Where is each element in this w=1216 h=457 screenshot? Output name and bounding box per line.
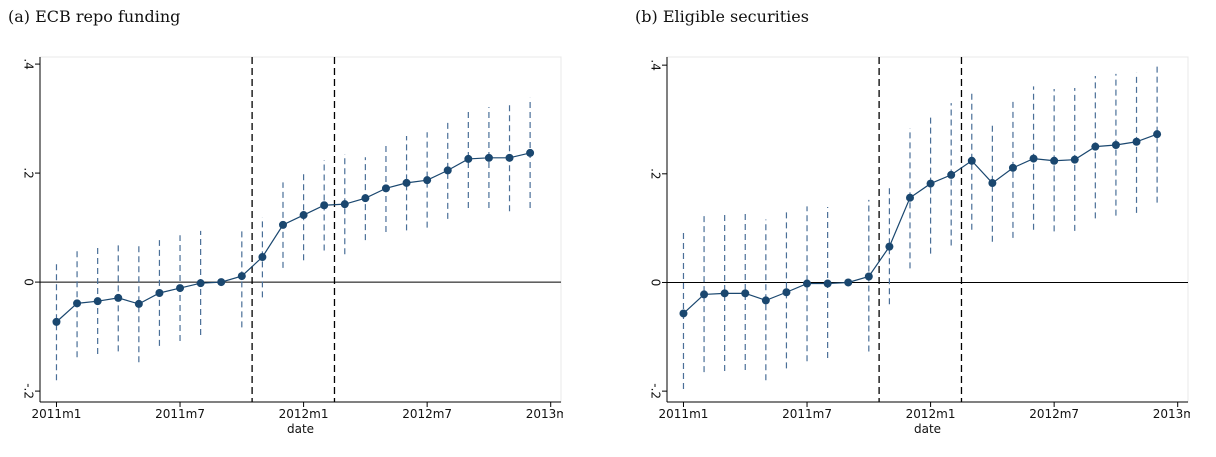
point (1008, 163, 1017, 172)
x-tick-label: 2012m7 (1029, 407, 1079, 421)
point (1132, 137, 1141, 146)
x-tick-label: 2011m1 (32, 407, 82, 421)
x-tick-label: 2012m7 (402, 407, 452, 421)
point (134, 299, 143, 308)
x-tick-label: 2013m1 (526, 407, 576, 421)
point (1111, 141, 1120, 150)
point (381, 184, 390, 193)
point (741, 289, 750, 298)
point (803, 279, 812, 288)
point (299, 211, 308, 220)
point (1153, 130, 1162, 139)
point (885, 242, 894, 251)
y-tick-label: 0 (649, 279, 663, 287)
x-tick-label: 2011m7 (155, 407, 205, 421)
point (505, 153, 514, 162)
x-axis-label: date (914, 422, 941, 436)
panel-title: (a) ECB repo funding (8, 7, 180, 26)
point (484, 153, 493, 162)
point (526, 148, 535, 157)
point (423, 176, 432, 185)
point (320, 201, 329, 210)
panel-title: (b) Eligible securities (635, 7, 809, 26)
point (1091, 142, 1100, 151)
point (947, 170, 956, 179)
point (114, 293, 123, 302)
point (73, 299, 82, 308)
point (361, 194, 370, 203)
point (278, 220, 287, 229)
point (782, 288, 791, 297)
point (176, 284, 185, 293)
panel: (a) ECB repo funding -.2 0 .2 .4 2011m1 2011m7… (8, 7, 576, 436)
point (926, 179, 935, 188)
y-tick-label: -.2 (649, 383, 663, 399)
point (196, 279, 205, 288)
point (1050, 156, 1059, 165)
point (402, 178, 411, 187)
point (52, 317, 61, 326)
point (761, 296, 770, 305)
x-tick-label: 2011m7 (782, 407, 832, 421)
point (679, 309, 688, 318)
x-tick-label: 2012m1 (279, 407, 329, 421)
point (217, 278, 226, 287)
y-tick-label: 0 (22, 278, 36, 286)
point (988, 179, 997, 188)
point (340, 200, 349, 209)
point (967, 156, 976, 165)
y-tick-label: -.2 (22, 383, 36, 399)
point (905, 193, 914, 202)
point (464, 154, 473, 163)
x-tick-label: 2011m1 (659, 407, 709, 421)
point (700, 290, 709, 299)
point (844, 278, 853, 287)
point (237, 272, 246, 281)
point (823, 279, 832, 288)
point (155, 288, 164, 297)
x-axis-label: date (287, 422, 314, 436)
y-tick-label: .4 (649, 59, 663, 70)
point (1029, 154, 1038, 163)
point (443, 166, 452, 175)
series-line (683, 133, 1158, 314)
point (720, 289, 729, 298)
point (1070, 155, 1079, 164)
x-tick-label: 2013m1 (1153, 407, 1203, 421)
panel: (b) Eligible securities -.2 0 .2 .4 2011m1 201… (635, 7, 1203, 436)
series-line (56, 152, 531, 323)
y-tick-label: .4 (22, 58, 36, 69)
point (93, 297, 102, 306)
point (864, 272, 873, 281)
y-tick-label: .2 (649, 168, 663, 179)
y-tick-label: .2 (22, 167, 36, 178)
x-tick-label: 2012m1 (906, 407, 956, 421)
point (258, 253, 267, 262)
